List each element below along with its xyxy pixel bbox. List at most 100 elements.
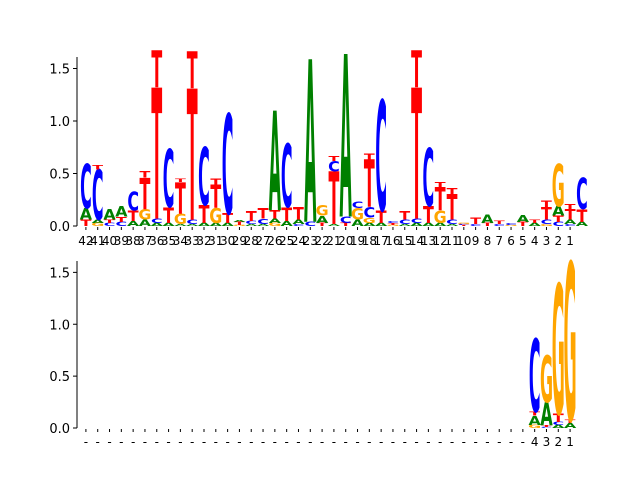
logo-letter-c: C [116,221,128,228]
logo-letter-g: G [174,211,187,228]
logo-letter-a: A [529,414,542,428]
logo-letter-t: T [210,178,221,188]
logo-letter-c: C [245,220,257,225]
x-tick-label: 39 [114,234,129,248]
logo-letter-g: G [351,205,364,224]
x-tick-label: 30 [220,234,235,248]
x-tick-label: - [403,435,407,449]
x-tick-label: - [284,435,288,449]
logo-letter-t: T [541,424,552,427]
logo-letter-c: C [458,224,470,226]
logo-letter-c: C [104,222,116,227]
logo-letter-t: T [293,204,304,224]
logo-letter-g: G [552,249,565,456]
x-tick-label: 40 [102,234,117,248]
logo-letter-c: C [198,133,210,225]
logo-letter-t: T [281,205,292,227]
x-tick-label: - [96,435,100,449]
logo-letter-t: T [364,152,375,162]
x-tick-label: - [426,435,430,449]
logo-letter-t: T [210,179,221,216]
logo-letter-c: C [127,187,139,217]
logo-letter-c: C [552,221,564,228]
logo-letter-t: T [163,203,174,228]
logo-letter-t: T [364,148,375,224]
x-tick-label: 3 [543,234,551,248]
logo-letter-a: A [552,205,565,219]
y-tick-label: 1.0 [49,318,70,333]
logo-letter-t: T [222,212,233,226]
logo-letter-t: T [482,222,493,227]
logo-letter-g: G [268,222,281,227]
logo-letter-a: A [92,219,104,224]
logo-letter-t: T [187,55,198,263]
logo-letter-t: T [151,54,162,262]
logo-letter-t: T [529,410,541,417]
x-tick-label: 1 [566,234,574,248]
x-tick-label: 2 [554,234,562,248]
logo-letter-t: T [541,204,552,224]
x-tick-label: - [320,435,324,449]
x-tick-label: 16 [385,234,400,248]
logo-letter-a: A [210,222,222,227]
logo-letter-t: T [258,205,270,222]
x-tick-label: 7 [495,234,503,248]
logo-letter-c: C [470,223,482,227]
x-tick-label: - [190,435,194,449]
logo-letter-c: C [222,87,234,246]
logo-letter-t: T [447,187,458,197]
logo-letter-t: T [199,200,210,228]
x-tick-label: - [107,435,111,449]
x-tick-label: - [131,435,135,449]
logo-letter-c: C [493,223,505,227]
logo-letter-a: A [269,218,282,225]
logo-letter-t: T [447,189,458,229]
logo-letter-a: A [576,221,589,228]
logo-letter-a: A [257,223,270,227]
logo-letter-a: A [103,206,116,223]
logo-letter-c: C [186,219,198,226]
logo-letter-c: C [423,134,435,226]
x-tick-label: 23 [303,234,318,248]
logo-letter-a: A [422,222,434,227]
logo-letter-a: A [139,219,151,229]
x-tick-label: - [379,435,383,449]
logo-letter-t: T [328,159,339,242]
logo-letter-a: A [162,222,174,227]
logo-letter-g: G [457,223,470,225]
x-tick-label: - [367,435,371,449]
logo-letter-c: C [399,219,411,226]
logo-letter-c: C [151,218,163,225]
logo-letter-t: T [140,169,151,219]
logo-letter-t: T [565,419,576,424]
logo-letter-c: C [541,219,553,226]
x-tick-label: - [155,435,159,449]
x-tick-label: 19 [350,234,365,248]
logo-letter-a: A [340,11,352,271]
x-tick-label: 26 [267,234,282,248]
logo-letter-a: A [375,222,387,227]
logo-letter-g: G [316,202,329,219]
logo-letter-a: A [151,222,163,227]
logo-letter-c: C [304,221,316,228]
x-tick-label: 31 [208,234,223,248]
x-tick-label: - [509,435,513,449]
logo-letter-g: G [528,424,541,429]
logo-letter-t: T [128,207,140,224]
logo-letter-a: A [517,213,530,224]
x-tick-label: 21 [326,234,341,248]
x-tick-label: 33 [185,234,200,248]
logo-letter-a: A [351,219,363,229]
logo-letter-t: T [435,181,447,189]
x-tick-label: 3 [543,435,551,449]
x-tick-label: - [214,435,218,449]
x-tick-label: - [225,435,229,449]
logo-letter-a: A [186,223,199,227]
logo-letter-t: T [576,206,587,226]
logo-letter-a: A [304,16,316,276]
logo-letter-t: T [80,219,91,229]
x-tick-label: - [473,435,477,449]
x-tick-label: 18 [362,234,377,248]
logo-letter-c: C [281,126,293,228]
logo-letter-t: T [340,222,351,227]
